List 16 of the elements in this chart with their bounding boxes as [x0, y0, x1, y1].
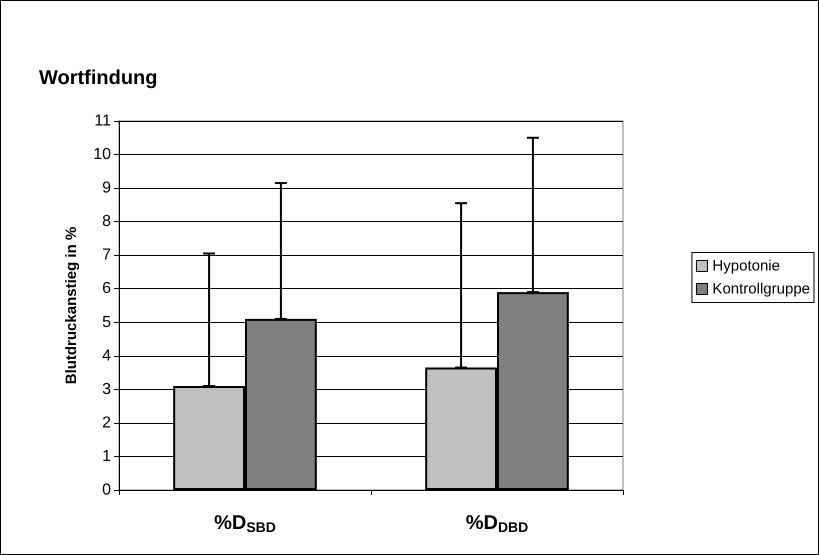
y-tick-label: 10 [93, 146, 112, 164]
y-tick-label: 4 [102, 347, 112, 364]
y-tick-label: 5 [102, 314, 112, 331]
y-tick-label: 7 [102, 246, 112, 264]
legend-label: Kontrollgruppe [712, 280, 810, 298]
y-axis-title: Blutdruckanstieg in % [63, 226, 80, 384]
y-tick-label: 6 [102, 280, 112, 298]
y-tick-label: 3 [102, 380, 112, 398]
legend-label: Hypotonie [712, 258, 780, 274]
y-tick-label: 2 [102, 414, 112, 432]
y-tick-label: 0 [102, 482, 112, 498]
y-tick-label: 9 [102, 180, 112, 197]
y-tick-label: 8 [102, 213, 112, 230]
y-tick-label: 11 [94, 112, 112, 130]
y-tick-label: 1 [102, 448, 112, 465]
chart-title: Wortfindung [39, 67, 158, 89]
